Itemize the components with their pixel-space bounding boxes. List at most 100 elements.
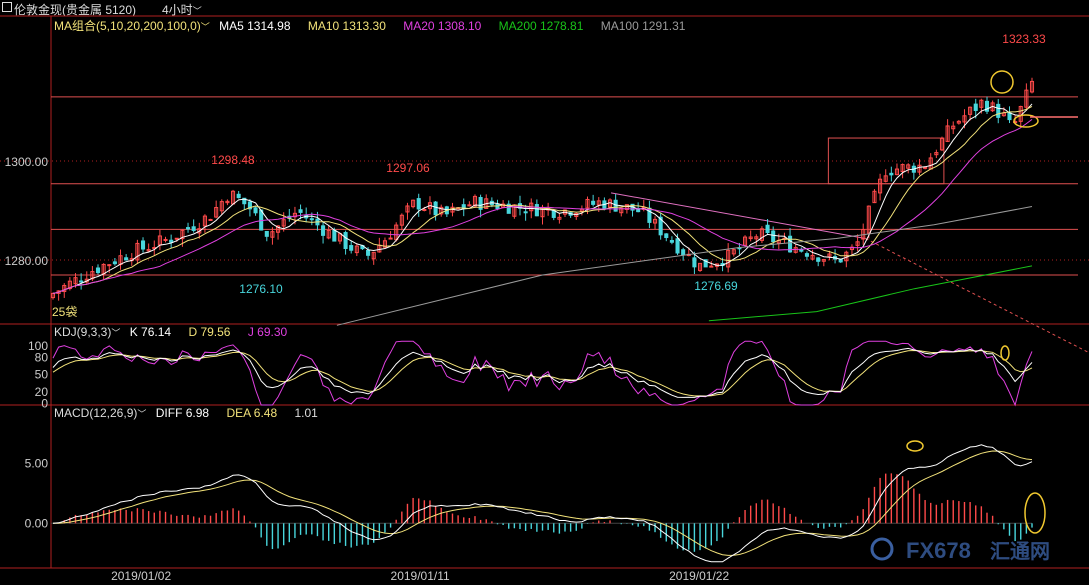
- candle-up: [67, 280, 72, 290]
- candle-down: [765, 224, 770, 234]
- candle-up: [596, 200, 601, 206]
- trendline-solid: [610, 192, 866, 240]
- period-selector[interactable]: 4小时﹀: [162, 1, 202, 18]
- x-tick-label: 2019/01/02: [111, 569, 171, 583]
- candle-up: [956, 120, 961, 124]
- candle-up: [557, 216, 562, 220]
- candle-up: [214, 207, 219, 218]
- candle-up: [917, 164, 922, 173]
- candle-up: [411, 199, 416, 208]
- candle-down: [321, 225, 326, 236]
- kdj-j-line: [52, 340, 1033, 407]
- kdj-k-line: [52, 347, 1033, 398]
- candle-up: [208, 218, 213, 221]
- candle-down: [1007, 112, 1012, 121]
- candle-up: [146, 249, 151, 252]
- chevron-down-icon: ﹀: [192, 6, 202, 16]
- ma10-value: MA10 1313.30: [307, 19, 386, 33]
- swing-high-1-label: 1298.48: [211, 153, 255, 167]
- candle-up: [354, 245, 359, 254]
- candle-up: [894, 168, 900, 176]
- candle-down: [681, 249, 686, 256]
- swing-high-2-label: 1297.06: [386, 161, 430, 175]
- kdj-j-value: J 69.30: [247, 325, 288, 339]
- candle-up: [62, 284, 67, 293]
- ma100-line: [336, 206, 1033, 326]
- candle-up: [827, 253, 832, 257]
- candle-down: [343, 232, 348, 250]
- kdj-d-line: [52, 349, 1033, 397]
- candle-up: [90, 271, 95, 280]
- candle-down: [236, 193, 241, 199]
- candle-up: [388, 237, 393, 240]
- candle-up: [748, 236, 753, 240]
- chevron-down-icon[interactable]: ﹀: [137, 409, 147, 419]
- chevron-down-icon[interactable]: ﹀: [200, 22, 210, 32]
- window-icon: [2, 2, 12, 12]
- candle-down: [79, 280, 84, 283]
- candle-down: [534, 204, 539, 217]
- kdj-tick-80: 80: [35, 350, 49, 364]
- trendline-dashed: [865, 238, 1089, 354]
- x-tick-label: 2019/01/22: [669, 569, 729, 583]
- candle-down: [366, 249, 371, 256]
- candle-down: [140, 240, 146, 250]
- candle-up: [754, 236, 759, 240]
- ma10-line: [52, 105, 1033, 294]
- candle-up: [439, 206, 444, 215]
- candle-up: [174, 237, 179, 240]
- ma-group-label[interactable]: MA组合(5,10,20,200,100,0): [54, 19, 201, 33]
- candle-down: [669, 240, 674, 243]
- macd-label[interactable]: MACD(12,26,9): [54, 406, 138, 420]
- candle-up: [107, 264, 112, 267]
- candle-up: [709, 265, 714, 268]
- candle-up: [180, 229, 185, 240]
- ma200-line: [708, 265, 1033, 322]
- candle-up: [878, 178, 883, 194]
- kdj-panel: [52, 340, 1033, 407]
- candle-up: [382, 240, 388, 248]
- candle-up: [939, 137, 945, 151]
- candle-down: [984, 100, 990, 112]
- annotations: 1323.33 1298.48 1297.06 1276.10 1276.69 25袋 FX…: [52, 32, 1078, 563]
- candle-up: [371, 251, 376, 260]
- candle-up: [821, 259, 826, 262]
- candle-up: [951, 125, 956, 130]
- candle-down: [124, 257, 129, 261]
- kdj-k-value: K 76.14: [129, 325, 172, 339]
- candle-down: [658, 216, 663, 236]
- chevron-down-icon[interactable]: ﹀: [111, 328, 121, 338]
- candle-down: [309, 218, 314, 221]
- ma5-line: [52, 103, 1033, 294]
- candle-down: [264, 230, 269, 237]
- kdj-label[interactable]: KDJ(9,3,3): [54, 325, 112, 339]
- macd-diff-line: [52, 444, 1033, 563]
- candle-up: [866, 205, 871, 234]
- candle-down: [523, 211, 528, 214]
- candle-down: [771, 230, 776, 243]
- instrument-title[interactable]: 伦敦金现(贵金属 5120): [14, 3, 137, 17]
- candle-down: [169, 239, 174, 243]
- macd-panel: [51, 444, 1033, 563]
- candle-up: [810, 254, 815, 260]
- ma100-value: MA100 1291.31: [600, 19, 686, 33]
- swing-low-2-label: 1276.69: [694, 279, 738, 293]
- kdj-legend: KDJ(9,3,3)﹀ K 76.14 D 79.56 J 69.30: [54, 325, 287, 339]
- watermark-cn: 汇通网: [990, 540, 1050, 563]
- period-label: 4小时: [162, 3, 193, 17]
- ma-legend: MA组合(5,10,20,200,100,0)﹀ MA5 1314.98 MA1…: [54, 17, 685, 34]
- candle-down: [664, 233, 669, 239]
- candle-down: [506, 203, 511, 214]
- candle-up: [962, 115, 967, 123]
- candle-up: [219, 201, 224, 212]
- candle-down: [242, 197, 247, 205]
- candle-up: [652, 218, 658, 224]
- candle-up: [726, 249, 731, 268]
- candle-up: [399, 214, 404, 226]
- swing-low-1-label: 1276.10: [239, 282, 283, 296]
- macd-tick-0: 0.00: [25, 516, 49, 530]
- candle-up: [697, 262, 703, 271]
- candle-up: [292, 212, 297, 218]
